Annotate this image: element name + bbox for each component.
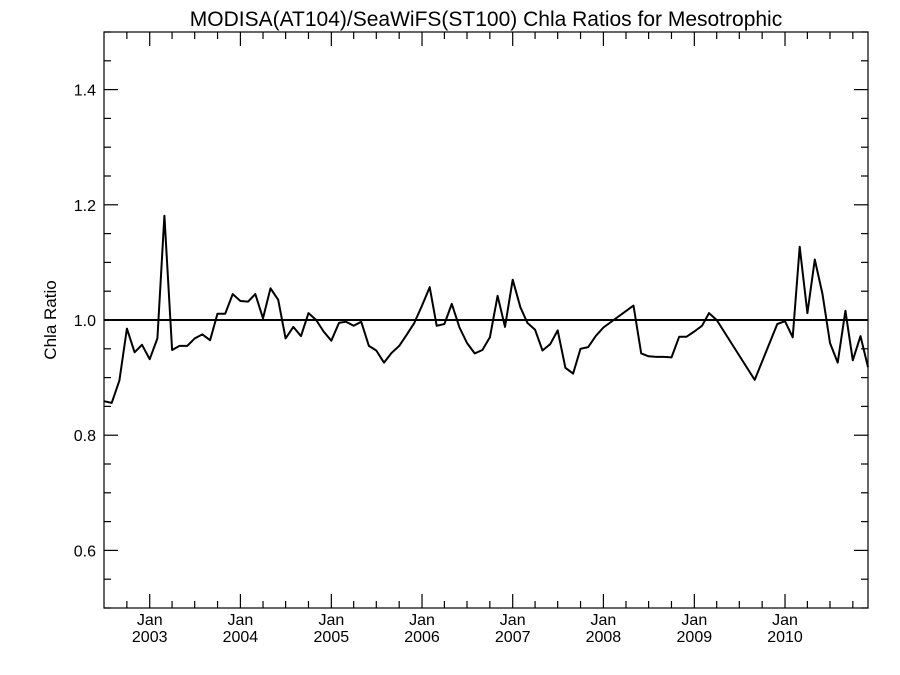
- y-tick-label: 1.4: [74, 83, 96, 100]
- x-tick-label-year: 2004: [223, 629, 259, 646]
- x-tick-label-month: Jan: [228, 612, 254, 629]
- x-tick-label-month: Jan: [590, 612, 616, 629]
- x-tick-label-month: Jan: [500, 612, 526, 629]
- y-tick-label: 1.2: [74, 198, 96, 215]
- y-tick-label: 0.6: [74, 543, 96, 560]
- x-tick-label-year: 2007: [495, 629, 531, 646]
- x-tick-label-year: 2006: [404, 629, 440, 646]
- x-tick-label-month: Jan: [137, 612, 163, 629]
- x-tick-label-month: Jan: [318, 612, 344, 629]
- x-tick-label-year: 2005: [314, 629, 350, 646]
- x-tick-label-year: 2010: [767, 629, 803, 646]
- y-tick-label: 1.0: [74, 313, 96, 330]
- x-tick-label-year: 2008: [586, 629, 622, 646]
- axis-ticks: [104, 31, 868, 609]
- x-tick-label-month: Jan: [681, 612, 707, 629]
- x-tick-label-year: 2003: [132, 629, 168, 646]
- axis-tick-labels: 0.60.81.01.21.4Jan2003Jan2004Jan2005Jan2…: [74, 83, 803, 646]
- y-tick-label: 0.8: [74, 428, 96, 445]
- x-tick-label-year: 2009: [677, 629, 713, 646]
- x-tick-label-month: Jan: [409, 612, 435, 629]
- series-line: [103, 214, 869, 404]
- y-axis-label: Chla Ratio: [41, 280, 60, 359]
- x-tick-label-month: Jan: [772, 612, 798, 629]
- chart-title: MODISA(AT104)/SeaWiFS(ST100) Chla Ratios…: [190, 8, 782, 31]
